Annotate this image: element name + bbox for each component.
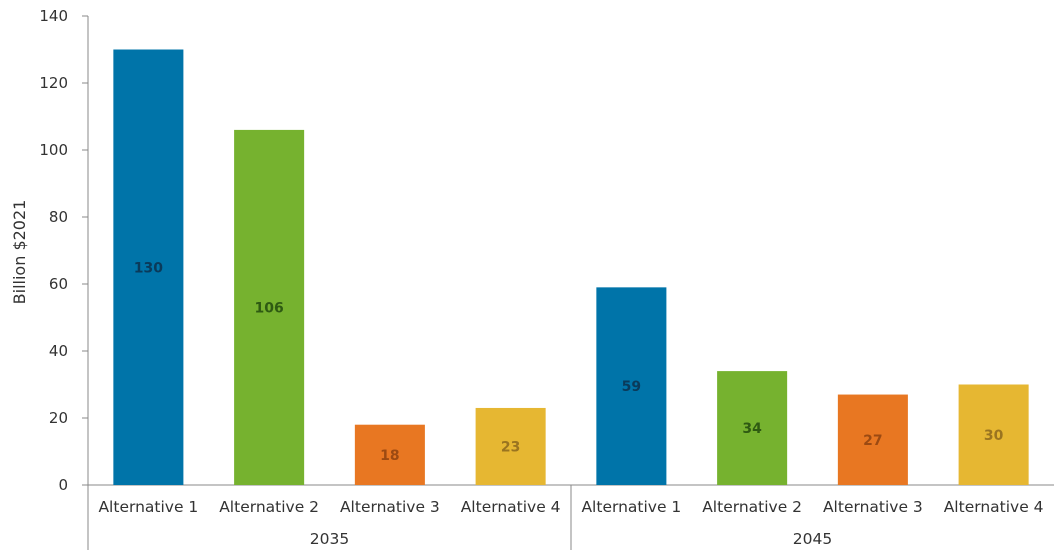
bar	[958, 384, 1029, 485]
category-label: Alternative 1	[98, 498, 198, 516]
data-label: 130	[134, 260, 163, 276]
labels: 2035 130 Alternative 1 106 Alternative 2 18 Al…	[98, 260, 1043, 548]
group-label: 2035	[310, 530, 349, 548]
bars	[113, 49, 1029, 485]
data-label: 23	[501, 439, 520, 455]
category-label: Alternative 2	[219, 498, 319, 516]
group-label: 2045	[793, 530, 832, 548]
y-tick-label: 40	[49, 342, 68, 360]
data-label: 59	[622, 379, 641, 395]
y-tick-label: 140	[39, 7, 68, 25]
bar	[234, 129, 305, 485]
bar	[354, 424, 425, 485]
bar	[717, 371, 788, 485]
category-label: Alternative 1	[581, 498, 681, 516]
data-label: 30	[984, 428, 1004, 444]
category-label: Alternative 2	[702, 498, 802, 516]
bar	[837, 394, 908, 485]
y-tick-label: 60	[49, 275, 68, 293]
y-tick-label: 100	[39, 141, 68, 159]
data-label: 27	[863, 433, 882, 449]
y-tick-label: 120	[39, 74, 68, 92]
y-axis-title: Billion $2021	[10, 200, 29, 305]
category-label: Alternative 4	[944, 498, 1044, 516]
data-label: 18	[380, 448, 399, 464]
bar	[113, 49, 184, 485]
data-label: 34	[742, 421, 762, 437]
category-label: Alternative 4	[461, 498, 561, 516]
y-tick-label: 0	[58, 476, 68, 494]
data-label: 106	[255, 300, 284, 316]
category-label: Alternative 3	[340, 498, 440, 516]
y-tick-label: 20	[49, 409, 68, 427]
y-tick-label: 80	[49, 208, 68, 226]
bar	[475, 407, 546, 485]
bar	[596, 287, 667, 485]
category-label: Alternative 3	[823, 498, 923, 516]
